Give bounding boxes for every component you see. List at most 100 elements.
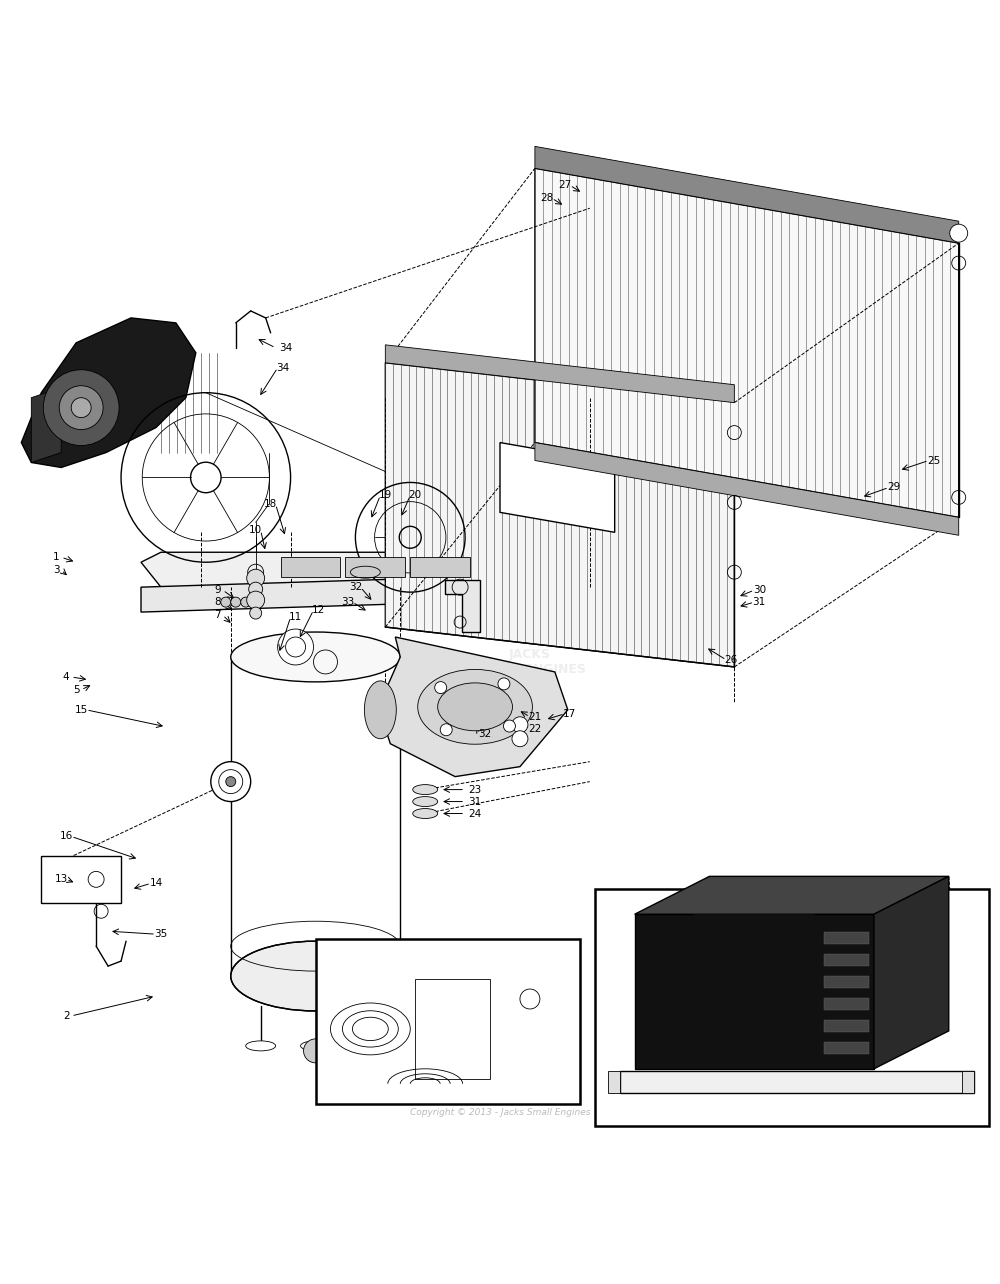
- Ellipse shape: [418, 669, 532, 745]
- Polygon shape: [535, 168, 959, 517]
- Polygon shape: [385, 345, 734, 403]
- Circle shape: [241, 597, 251, 607]
- Polygon shape: [500, 443, 615, 533]
- Text: 23: 23: [468, 785, 482, 795]
- Text: 31: 31: [753, 597, 766, 607]
- Circle shape: [498, 678, 510, 690]
- Text: 34: 34: [279, 343, 292, 353]
- Circle shape: [247, 591, 265, 609]
- Polygon shape: [962, 1071, 974, 1093]
- Circle shape: [249, 582, 263, 596]
- Text: 33: 33: [341, 597, 354, 607]
- Text: 38: 38: [367, 1072, 380, 1082]
- Circle shape: [304, 1039, 327, 1063]
- Polygon shape: [141, 552, 615, 587]
- Ellipse shape: [438, 683, 512, 731]
- Text: 9: 9: [214, 586, 221, 596]
- Text: 28: 28: [540, 193, 553, 203]
- Text: 10: 10: [249, 525, 262, 535]
- Circle shape: [211, 761, 251, 801]
- Text: 17: 17: [563, 709, 576, 719]
- Polygon shape: [281, 557, 340, 578]
- Circle shape: [512, 731, 528, 747]
- Text: 39: 39: [352, 1081, 365, 1091]
- Polygon shape: [385, 363, 734, 666]
- Polygon shape: [316, 939, 580, 1104]
- Ellipse shape: [231, 632, 400, 682]
- Polygon shape: [635, 877, 949, 914]
- Text: 30: 30: [753, 586, 766, 596]
- Polygon shape: [21, 318, 196, 467]
- Circle shape: [226, 777, 236, 787]
- Text: 12: 12: [312, 605, 325, 615]
- Polygon shape: [445, 580, 480, 632]
- Ellipse shape: [364, 681, 396, 738]
- Text: JACKS
SMALL ENGINES: JACKS SMALL ENGINES: [473, 648, 586, 675]
- Text: 26: 26: [827, 1059, 841, 1068]
- Ellipse shape: [301, 1041, 330, 1050]
- Polygon shape: [41, 856, 121, 903]
- Text: 35: 35: [154, 930, 168, 939]
- Text: 31: 31: [468, 796, 482, 806]
- Text: 25: 25: [937, 919, 950, 930]
- Polygon shape: [141, 573, 615, 612]
- Polygon shape: [824, 1041, 869, 1054]
- Text: 15: 15: [75, 705, 88, 715]
- Text: 6: 6: [342, 1046, 349, 1055]
- Polygon shape: [824, 976, 869, 987]
- Text: 7: 7: [214, 610, 221, 620]
- Ellipse shape: [413, 785, 438, 795]
- Text: 13: 13: [55, 874, 68, 885]
- Polygon shape: [635, 914, 874, 1068]
- Text: 18: 18: [264, 499, 277, 510]
- Circle shape: [503, 720, 515, 732]
- Text: 8: 8: [214, 597, 221, 607]
- Ellipse shape: [246, 1041, 276, 1050]
- Text: 3: 3: [53, 565, 60, 575]
- Polygon shape: [345, 557, 405, 578]
- Text: 26: 26: [725, 655, 738, 665]
- Text: 34: 34: [276, 363, 289, 372]
- Text: HS2610: HS2610: [687, 1088, 742, 1100]
- Polygon shape: [608, 1071, 620, 1093]
- Text: 1: 1: [53, 552, 60, 562]
- Polygon shape: [824, 998, 869, 1011]
- Polygon shape: [874, 877, 949, 1068]
- Text: 14: 14: [149, 878, 163, 889]
- Circle shape: [435, 682, 447, 693]
- Text: 29: 29: [798, 1072, 811, 1082]
- Circle shape: [71, 398, 91, 417]
- Polygon shape: [595, 890, 989, 1126]
- Circle shape: [512, 716, 528, 733]
- Circle shape: [278, 629, 314, 665]
- Circle shape: [440, 724, 452, 736]
- Ellipse shape: [413, 809, 438, 818]
- Text: HS4813: HS4813: [380, 950, 434, 963]
- Text: 21: 21: [528, 711, 542, 722]
- Text: 2: 2: [63, 1011, 70, 1021]
- Polygon shape: [410, 557, 470, 578]
- Text: Copyright © 2013 - Jacks Small Engines: Copyright © 2013 - Jacks Small Engines: [410, 1108, 590, 1117]
- Polygon shape: [824, 932, 869, 944]
- Polygon shape: [694, 914, 814, 1004]
- Text: 36: 36: [513, 1044, 527, 1054]
- Ellipse shape: [413, 796, 438, 806]
- Circle shape: [43, 370, 119, 446]
- Polygon shape: [535, 146, 959, 243]
- Text: 16: 16: [60, 832, 73, 841]
- Text: 4: 4: [63, 672, 70, 682]
- Polygon shape: [824, 954, 869, 966]
- Polygon shape: [824, 1019, 869, 1032]
- Polygon shape: [31, 388, 61, 462]
- Polygon shape: [535, 443, 959, 535]
- Text: 32: 32: [349, 582, 362, 592]
- Text: 20: 20: [409, 490, 422, 501]
- Text: 19: 19: [379, 490, 392, 501]
- Circle shape: [250, 607, 262, 619]
- Text: 25: 25: [927, 456, 940, 466]
- Text: 32: 32: [478, 729, 492, 738]
- Circle shape: [231, 597, 241, 607]
- Text: 5: 5: [73, 684, 79, 695]
- Circle shape: [59, 385, 103, 430]
- Circle shape: [247, 569, 265, 587]
